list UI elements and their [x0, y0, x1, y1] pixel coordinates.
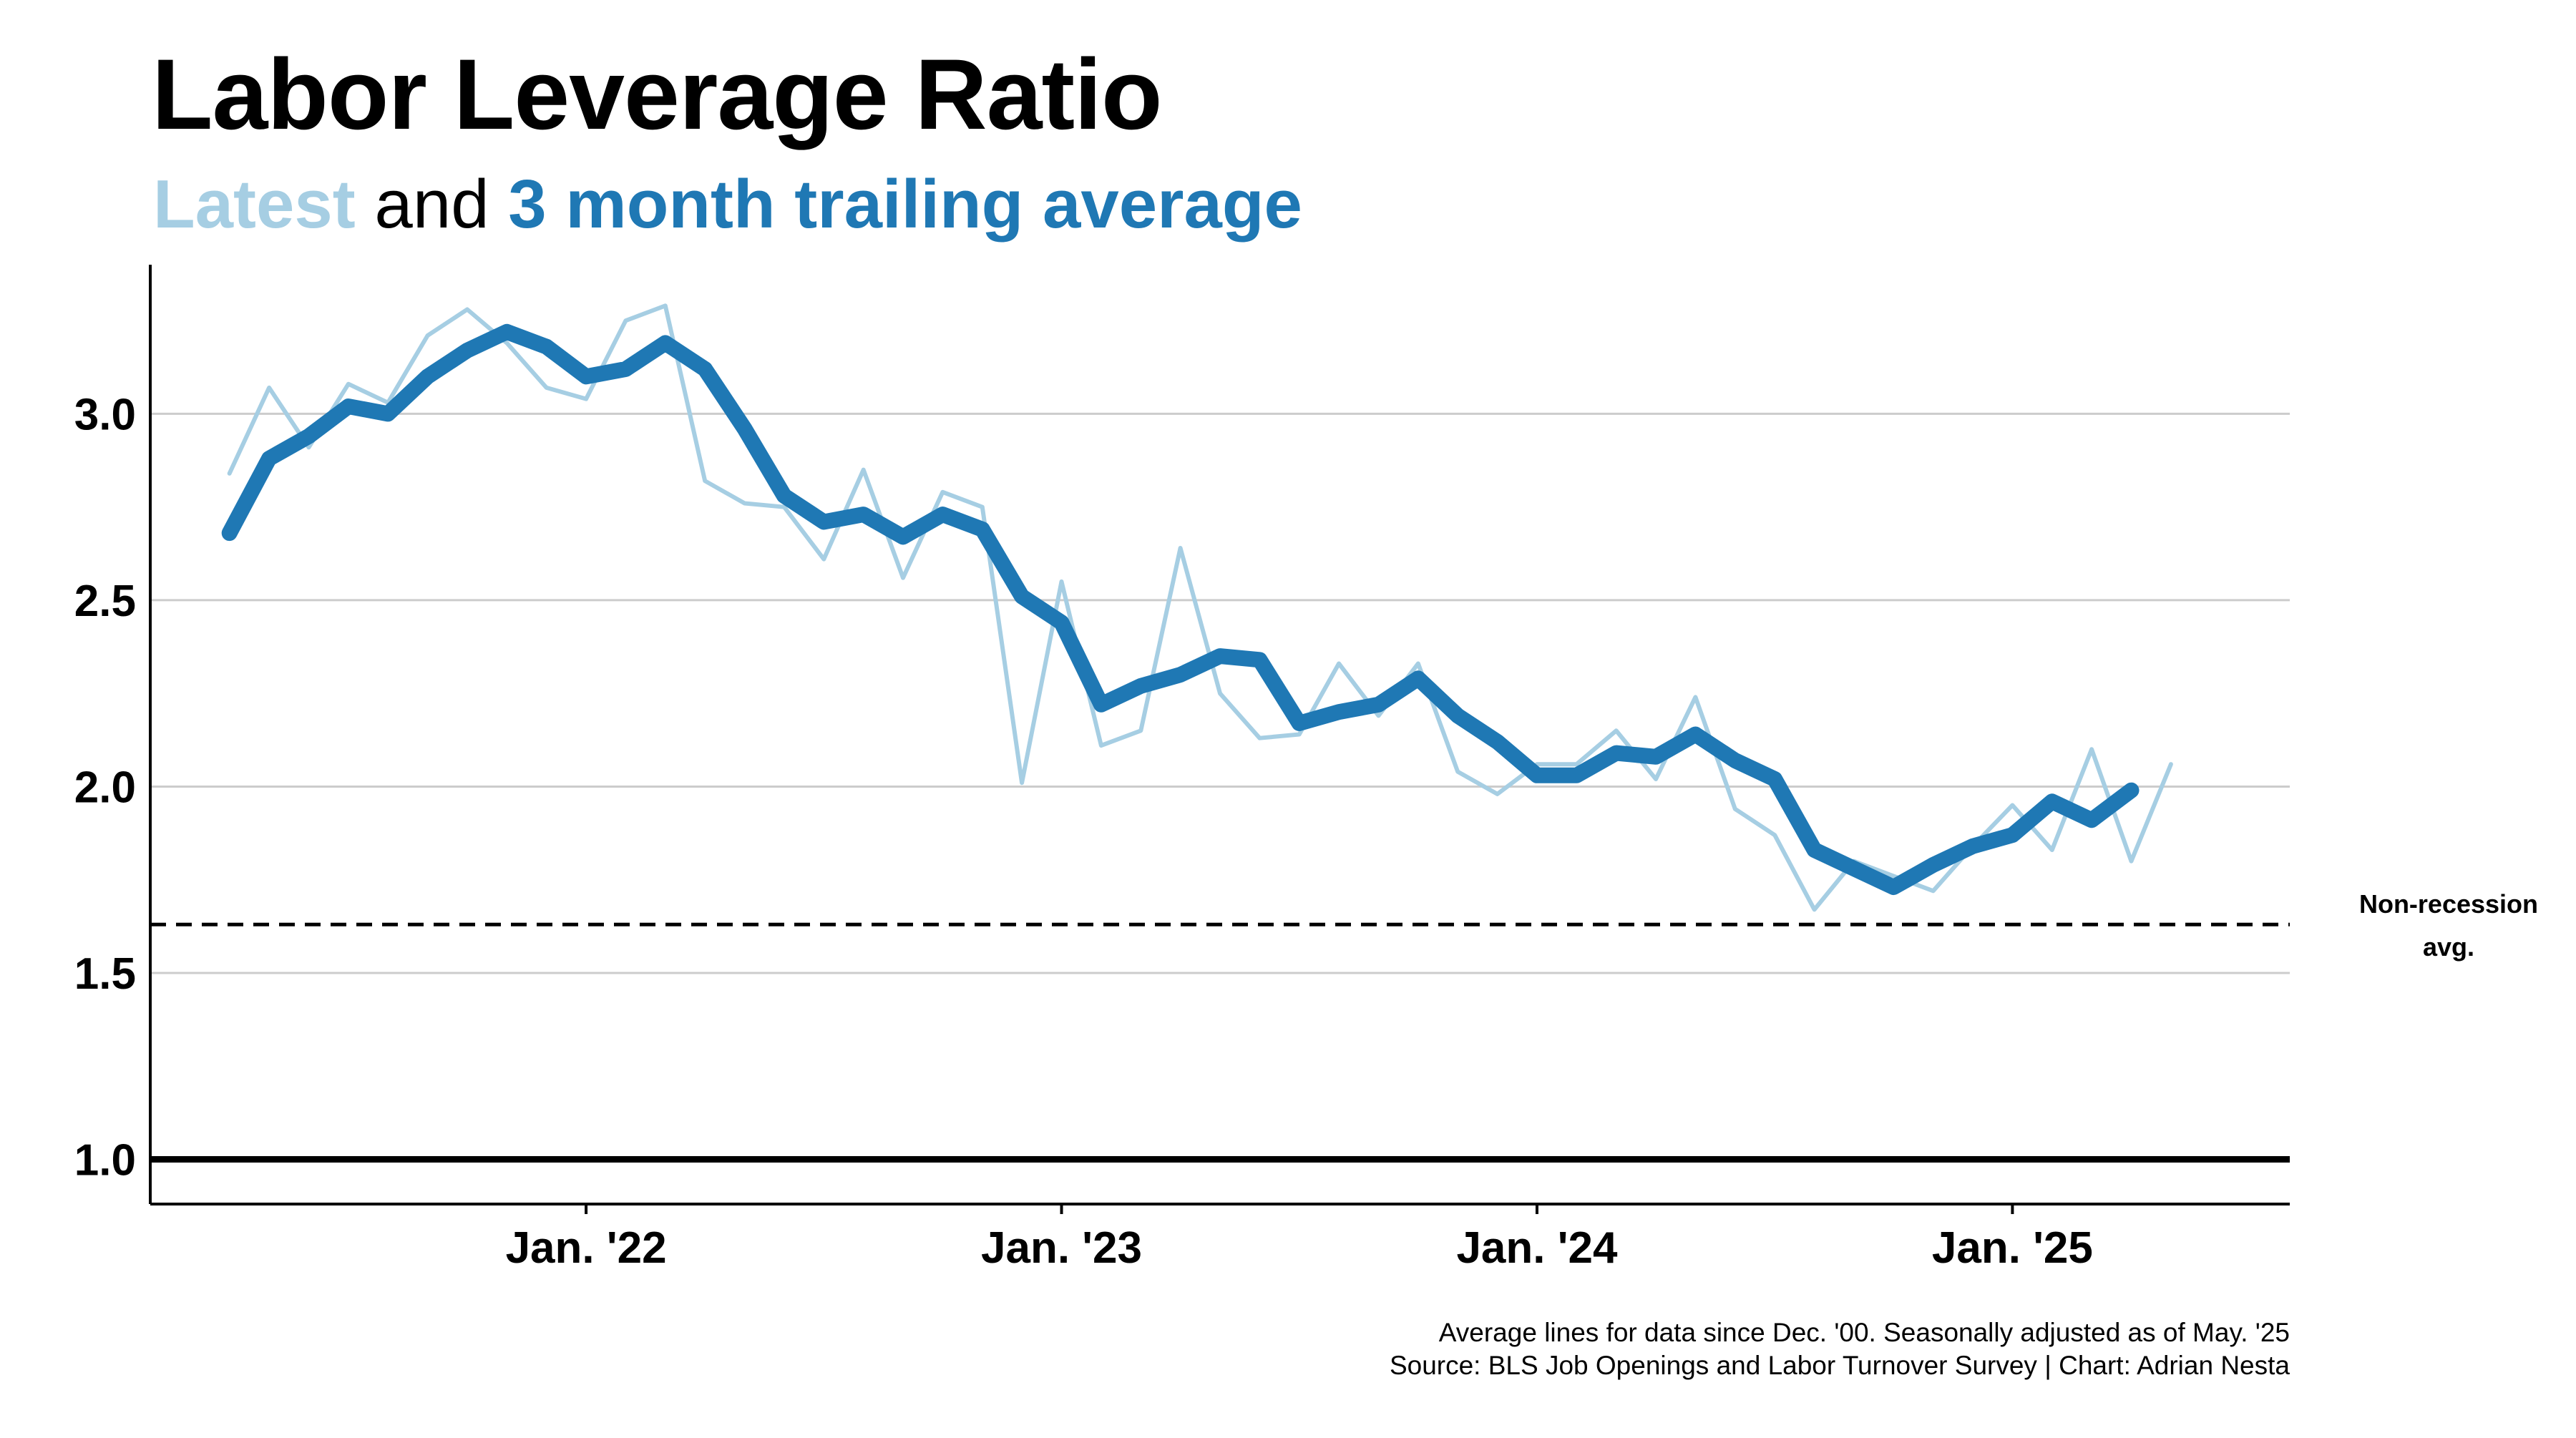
subtitle-and: and: [374, 166, 489, 243]
y-tick-label-2.5: 2.5: [74, 577, 136, 626]
x-tick-label-3: Jan. '25: [1932, 1223, 2093, 1273]
x-tick-label-0: Jan. '22: [506, 1223, 667, 1273]
series-lines: [221, 303, 2173, 912]
x-tick-label-1: Jan. '23: [981, 1223, 1142, 1273]
non-recession-avg-label: Non-recession: [2359, 889, 2538, 919]
y-tick-labels: 1.0 1.5 2.0 2.5 3.0: [74, 390, 136, 1185]
series-line-latest: [227, 303, 2173, 912]
x-tick-label-2: Jan. '24: [1456, 1223, 1618, 1273]
subtitle-latest: Latest: [153, 166, 356, 243]
non-recession-avg-label-2: avg.: [2423, 932, 2474, 962]
x-tick-labels: Jan. '22 Jan. '23 Jan. '24 Jan. '25: [506, 1223, 2093, 1273]
reference-lines: Non-recession avg.: [150, 889, 2538, 1163]
chart-subtitle: Latest and 3 month trailing average: [153, 170, 1302, 239]
caption-note: Average lines for data since Dec. '00. S…: [1438, 1318, 2290, 1347]
chart-caption: Average lines for data since Dec. '00. S…: [1390, 1316, 2290, 1382]
gridlines: [150, 412, 2290, 974]
y-tick-label-2.0: 2.0: [74, 763, 136, 812]
subtitle-trailing-average: 3 month trailing average: [508, 166, 1302, 243]
y-tick-label-3.0: 3.0: [74, 390, 136, 439]
caption-source: Source: BLS Job Openings and Labor Turno…: [1389, 1351, 2290, 1380]
axes: [149, 265, 2290, 1214]
series-line-3-month-avg: [221, 323, 2140, 896]
y-tick-label-1.5: 1.5: [74, 949, 136, 999]
y-tick-label-1.0: 1.0: [74, 1135, 136, 1185]
chart-title: Labor Leverage Ratio: [152, 38, 1163, 150]
